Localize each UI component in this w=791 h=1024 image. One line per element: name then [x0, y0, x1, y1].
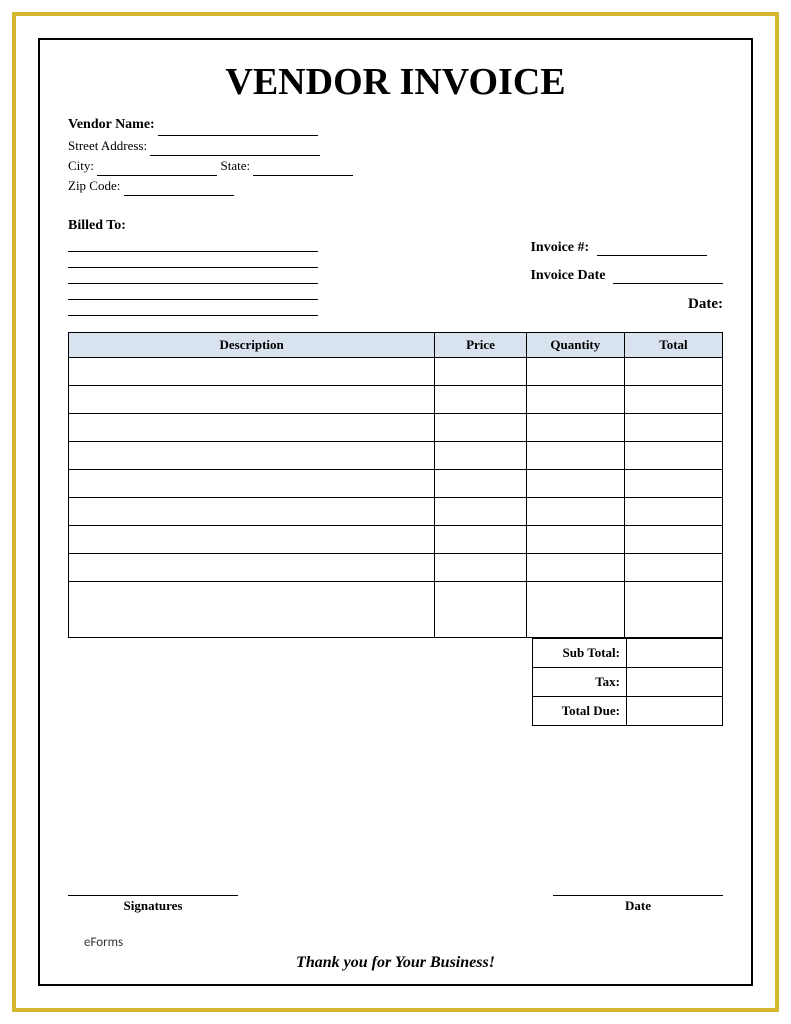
table-row[interactable] — [69, 386, 723, 414]
billed-line-5[interactable] — [68, 302, 318, 316]
signature-block: Signatures Date — [68, 882, 723, 914]
billed-line-3[interactable] — [68, 270, 318, 284]
table-row[interactable] — [69, 442, 723, 470]
street-field[interactable] — [150, 144, 320, 156]
invoice-meta: Invoice #: Invoice Date Date: — [530, 240, 723, 313]
state-field[interactable] — [253, 164, 353, 176]
zip-field[interactable] — [124, 184, 234, 196]
date-line[interactable] — [553, 882, 723, 896]
city-label: City: — [68, 158, 94, 173]
tax-row: Tax: — [533, 668, 723, 697]
table-row[interactable] — [69, 358, 723, 386]
state-label: State: — [221, 158, 251, 173]
street-label: Street Address: — [68, 138, 147, 153]
table-row[interactable] — [69, 582, 723, 638]
vendor-name-label: Vendor Name: — [68, 117, 155, 132]
table-body — [69, 358, 723, 638]
table-header-row: Description Price Quantity Total — [69, 333, 723, 358]
summary-table: Sub Total: Tax: Total Due: — [532, 638, 723, 726]
col-quantity: Quantity — [526, 333, 624, 358]
date-sig-label: Date — [553, 898, 723, 914]
invoice-date-field[interactable] — [613, 272, 723, 284]
signature-label: Signatures — [68, 898, 238, 914]
zip-label: Zip Code: — [68, 178, 120, 193]
items-table: Description Price Quantity Total — [68, 332, 723, 638]
signature-line[interactable] — [68, 882, 238, 896]
outer-frame: VENDOR INVOICE Vendor Name: Street Addre… — [12, 12, 779, 1012]
date-col: Date — [553, 882, 723, 914]
col-price: Price — [435, 333, 527, 358]
date-label: Date: — [530, 296, 723, 313]
table-row[interactable] — [69, 526, 723, 554]
billed-line-2[interactable] — [68, 254, 318, 268]
document-body: VENDOR INVOICE Vendor Name: Street Addre… — [38, 38, 753, 986]
col-description: Description — [69, 333, 435, 358]
table-row[interactable] — [69, 414, 723, 442]
invoice-num-label: Invoice #: — [530, 240, 589, 256]
thank-you-text: Thank you for Your Business! — [40, 954, 751, 972]
table-row[interactable] — [69, 554, 723, 582]
table-row[interactable] — [69, 498, 723, 526]
vendor-name-field[interactable] — [158, 124, 318, 136]
invoice-num-field[interactable] — [597, 244, 707, 256]
vendor-block: Vendor Name: Street Address: City: State… — [68, 114, 723, 196]
eforms-text: eForms — [84, 935, 123, 950]
totaldue-row: Total Due: — [533, 697, 723, 726]
billed-line-1[interactable] — [68, 238, 318, 252]
subtotal-row: Sub Total: — [533, 639, 723, 668]
subtotal-label: Sub Total: — [533, 639, 627, 668]
tax-label: Tax: — [533, 668, 627, 697]
page-title: VENDOR INVOICE — [68, 60, 723, 104]
tax-value[interactable] — [627, 668, 723, 697]
invoice-date-label: Invoice Date — [530, 268, 605, 284]
city-field[interactable] — [97, 164, 217, 176]
col-total: Total — [624, 333, 722, 358]
billed-line-4[interactable] — [68, 286, 318, 300]
subtotal-value[interactable] — [627, 639, 723, 668]
totaldue-label: Total Due: — [533, 697, 627, 726]
table-row[interactable] — [69, 470, 723, 498]
totaldue-value[interactable] — [627, 697, 723, 726]
billed-to-label: Billed To: — [68, 218, 723, 234]
signature-col: Signatures — [68, 882, 238, 914]
